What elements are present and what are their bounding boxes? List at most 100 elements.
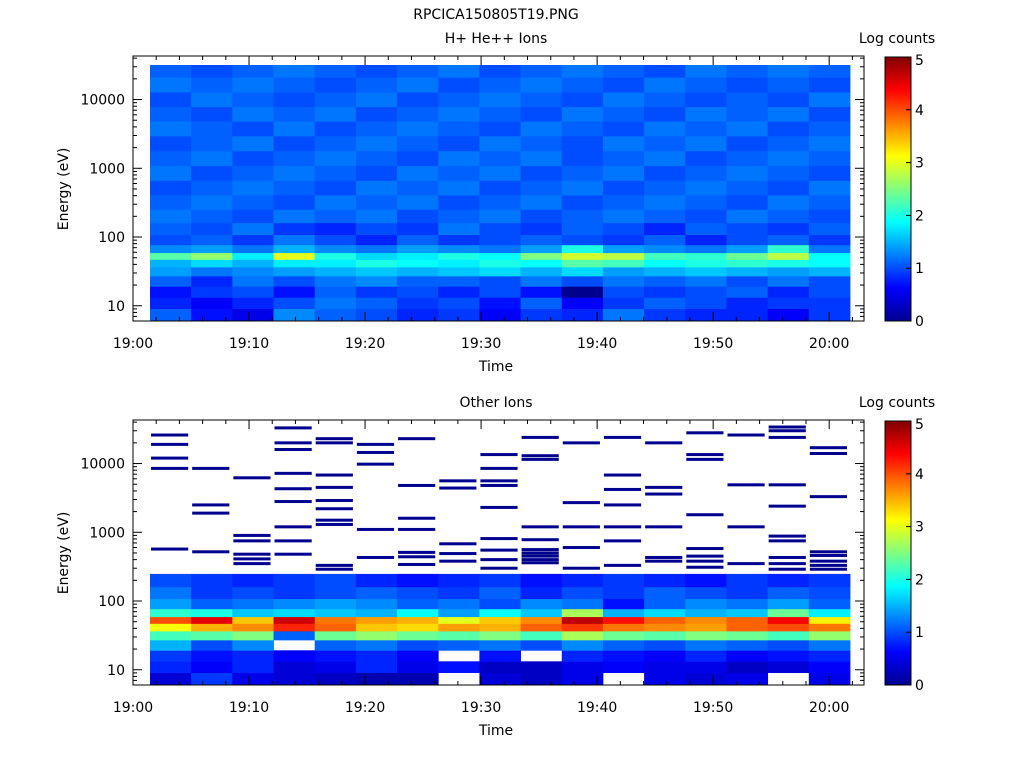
heatmap-cell: [355, 661, 398, 674]
heatmap-cell: [232, 573, 274, 588]
heatmap-cell: [438, 616, 480, 624]
heatmap-cell: [602, 252, 645, 260]
heatmap-cell: [397, 308, 439, 322]
heatmap-cell: [644, 259, 686, 268]
heatmap-cell: [767, 586, 810, 600]
heatmap-cell: [314, 259, 357, 268]
heatmap-cell: [355, 244, 398, 254]
heatmap-cell: [191, 195, 233, 210]
colorbar-gradient: [884, 420, 912, 686]
sparse-count-mark: [315, 507, 353, 511]
heatmap-cell: [273, 608, 316, 618]
heatmap-cell: [191, 586, 233, 600]
heatmap-cell: [479, 275, 521, 287]
heatmap-cell: [561, 165, 604, 181]
heatmap-cell: [314, 209, 357, 224]
heatmap-cell: [355, 586, 398, 600]
heatmap-cell: [150, 195, 192, 210]
heatmap-cell: [520, 259, 563, 268]
heatmap-cell: [191, 661, 233, 674]
heatmap-cell: [191, 308, 233, 322]
heatmap-cell: [314, 180, 357, 196]
heatmap-cell: [314, 573, 357, 588]
heatmap-cell: [479, 308, 521, 322]
sparse-count-mark: [521, 548, 559, 552]
heatmap-cell: [767, 308, 810, 322]
heatmap-cell: [520, 616, 563, 624]
heatmap-cell: [561, 598, 604, 610]
sparse-count-mark: [521, 454, 559, 458]
heatmap-cell: [808, 222, 851, 236]
heatmap-cell: [561, 135, 604, 152]
y-tick-label: 10: [107, 663, 125, 679]
heatmap-cell: [355, 639, 398, 651]
heatmap-cell: [644, 297, 686, 310]
heatmap-cell: [767, 65, 810, 78]
heatmap-cell: [397, 195, 439, 210]
heatmap-cell: [438, 608, 480, 618]
heatmap-cell: [438, 275, 480, 287]
heatmap-cell: [150, 150, 192, 167]
heatmap-cell: [685, 639, 727, 651]
heatmap-cell: [685, 244, 727, 254]
heatmap-cell: [644, 573, 686, 588]
sparse-count-mark: [603, 435, 642, 439]
sparse-count-mark: [233, 539, 271, 543]
heatmap-cell: [726, 608, 769, 618]
sparse-count-mark: [768, 562, 806, 566]
heatmap-cell: [438, 266, 480, 277]
heatmap-cell: [191, 106, 233, 122]
heatmap-cell: [355, 77, 398, 93]
heatmap-cell: [397, 180, 439, 196]
sparse-count-mark: [686, 554, 724, 558]
heatmap-cell: [808, 106, 851, 122]
heatmap-cell: [273, 297, 316, 310]
colorbar-tick-label: 3: [915, 156, 924, 172]
sparse-count-mark: [356, 442, 395, 446]
heatmap-cell: [520, 244, 563, 254]
heatmap-cell: [191, 616, 233, 624]
heatmap-cell: [150, 623, 192, 632]
heatmap-cell: [191, 623, 233, 632]
heatmap-cell: [438, 222, 480, 236]
heatmap-cell: [397, 150, 439, 167]
x-tick-label: 19:40: [577, 700, 617, 716]
heatmap-cell: [644, 598, 686, 610]
heatmap-cell: [479, 135, 521, 152]
sparse-count-mark: [315, 485, 353, 489]
heatmap-cell: [685, 65, 727, 78]
heatmap-cell: [479, 222, 521, 236]
sparse-count-mark: [768, 483, 806, 487]
heatmap-cell: [479, 209, 521, 224]
heatmap-cell: [191, 150, 233, 167]
heatmap-cell: [520, 639, 563, 651]
heatmap-cell: [314, 92, 357, 108]
heatmap-cell: [520, 573, 563, 588]
sparse-count-mark: [233, 557, 271, 561]
sparse-count-mark: [768, 429, 806, 433]
heatmap-cell: [479, 65, 521, 78]
heatmap-cell: [397, 77, 439, 93]
heatmap-cell: [355, 630, 398, 641]
heatmap-cell: [438, 234, 480, 246]
heatmap-cell: [726, 623, 769, 632]
heatmap-cell: [314, 661, 357, 674]
sparse-count-mark: [315, 437, 353, 441]
heatmap-cell: [726, 77, 769, 93]
x-tick-label: 19:00: [113, 700, 153, 716]
heatmap-cell: [685, 650, 727, 662]
sparse-count-mark: [356, 450, 395, 454]
heatmap-cell: [232, 234, 274, 246]
heatmap-cell: [726, 573, 769, 588]
heatmap-cell: [561, 275, 604, 287]
heatmap-cell: [561, 630, 604, 641]
heatmap-cell: [355, 259, 398, 268]
heatmap-cell: [232, 661, 274, 674]
sparse-count-mark: [192, 466, 230, 470]
heatmap-cell: [273, 244, 316, 254]
heatmap-cell: [397, 639, 439, 651]
heatmap-cell: [355, 92, 398, 108]
heatmap-cell: [561, 252, 604, 260]
heatmap-cell: [314, 106, 357, 122]
sparse-count-mark: [315, 498, 353, 502]
